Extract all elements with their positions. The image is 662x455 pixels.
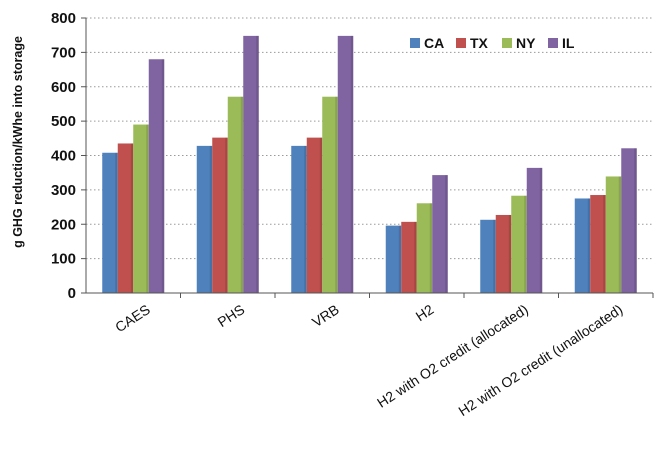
bar-tx (117, 143, 134, 293)
x-category-label: VRB (309, 301, 342, 330)
bar-shade (304, 145, 307, 293)
bar-shade (209, 145, 213, 293)
bar-shade (256, 35, 259, 293)
legend-label-il: IL (562, 35, 575, 51)
bar-tx (212, 137, 228, 293)
bar-shade (319, 137, 323, 293)
bar-il (432, 175, 448, 293)
y-tick-labels: 0 100 200 300 400 500 600 700 800 (51, 10, 76, 302)
y-tick-label: 400 (51, 148, 76, 165)
bar-ca (102, 152, 118, 293)
bar-shade (130, 143, 134, 293)
x-category-label: H2 (413, 301, 437, 324)
axes (81, 17, 654, 298)
bar-shade (539, 167, 543, 293)
legend-label-tx: TX (470, 35, 489, 51)
y-axis-label: g GHG reduction/kWhe into storage (11, 36, 25, 248)
x-category-label: CAES (112, 301, 153, 335)
y-tick-label: 700 (51, 44, 76, 61)
x-category-label: H2 with O2 credit (allocated) (374, 301, 531, 411)
bar-il (148, 59, 165, 293)
bar-ny (416, 203, 433, 293)
bar-ny (133, 124, 149, 293)
bar-ca (385, 225, 402, 293)
grid-lines (86, 17, 653, 260)
y-tick-label: 200 (51, 216, 76, 233)
bar-ny (322, 96, 338, 293)
legend: CA TX NY IL (410, 35, 575, 51)
bar-shade (587, 198, 591, 293)
bar-shade (161, 59, 165, 293)
bar-shade (429, 203, 433, 293)
bar-shade (115, 152, 118, 293)
bar-il (337, 35, 354, 293)
bar-ca (574, 198, 591, 293)
bar-shade (524, 195, 527, 293)
bar-shade (335, 96, 338, 293)
bar-ny (605, 176, 622, 293)
bar-ca (480, 219, 496, 293)
legend-swatch-ny (502, 38, 512, 48)
y-tick-label: 800 (51, 10, 76, 27)
x-category-label: PHS (215, 301, 248, 330)
bar-tx (590, 195, 606, 293)
bar-shade (508, 214, 512, 293)
bar-ny (227, 96, 244, 293)
x-category-label: H2 with O2 credit (unallocated) (455, 301, 625, 419)
bar-ca (291, 145, 307, 293)
y-tick-label: 300 (51, 182, 76, 199)
legend-swatch-tx (456, 38, 466, 48)
bar-shade (398, 225, 402, 293)
y-tick-label: 500 (51, 113, 76, 130)
bar-shade (618, 176, 622, 293)
y-tick-label: 100 (51, 251, 76, 268)
bar-shade (445, 175, 448, 293)
bar-il (243, 35, 259, 293)
bar-tx (306, 137, 323, 293)
bar-shade (634, 148, 637, 293)
bar-shade (146, 124, 149, 293)
bar-tx (495, 214, 512, 293)
y-tick-label: 600 (51, 79, 76, 96)
legend-swatch-il (548, 38, 558, 48)
legend-label-ca: CA (424, 35, 444, 51)
legend-label-ny: NY (516, 35, 536, 51)
bar-ca (196, 145, 213, 293)
bars (102, 35, 637, 293)
bar-shade (240, 96, 244, 293)
y-tick-label: 0 (68, 285, 76, 302)
bar-shade (350, 35, 354, 293)
bar-il (526, 167, 543, 293)
bar-ny (511, 195, 527, 293)
bar-shade (414, 221, 417, 293)
bar-il (621, 148, 637, 293)
bar-shade (493, 219, 496, 293)
legend-swatch-ca (410, 38, 420, 48)
bar-tx (401, 221, 417, 293)
bar-shade (225, 137, 228, 293)
bar-shade (603, 195, 606, 293)
